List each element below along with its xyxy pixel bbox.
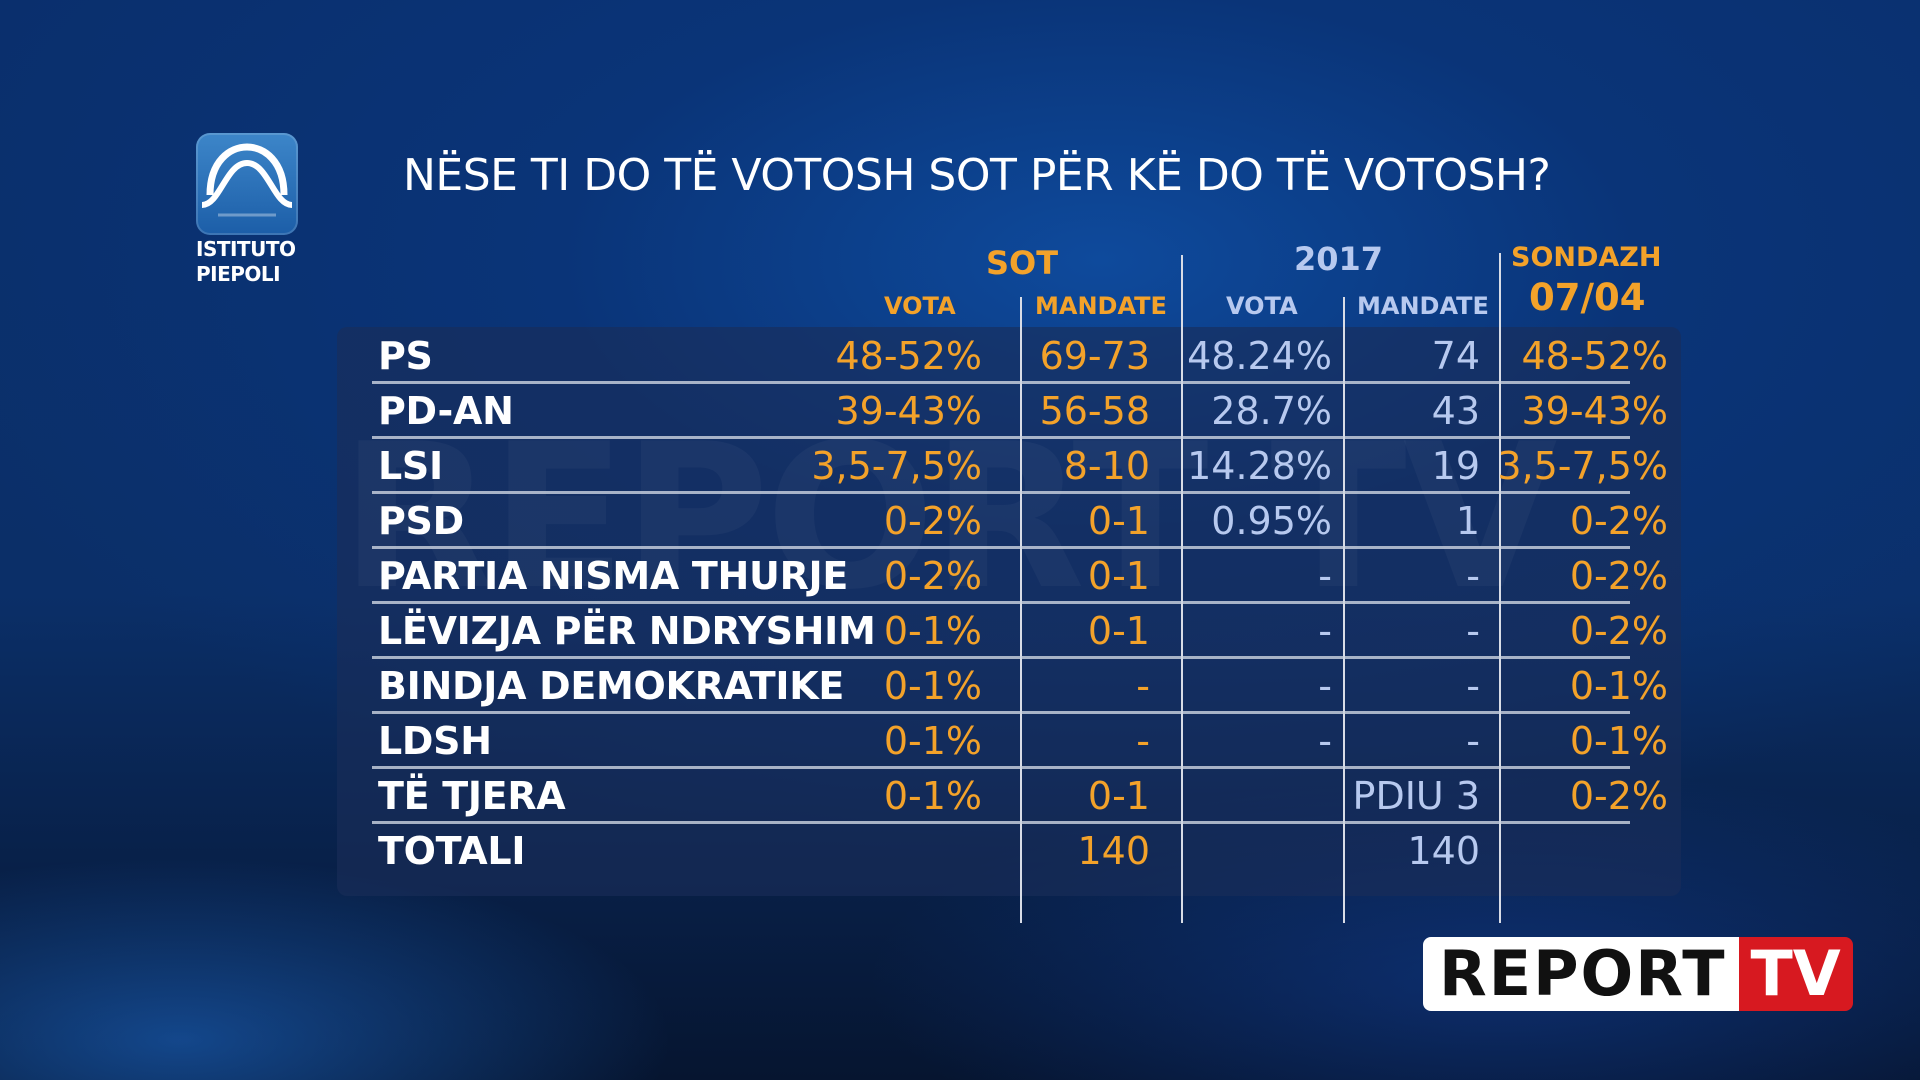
party-name: PS: [378, 334, 433, 378]
divider-vota-mandate-sot: [1020, 297, 1022, 923]
sot-mandate-value: 56-58: [1039, 389, 1150, 433]
sondazh-value: 0-2%: [1569, 554, 1668, 598]
party-name: PD-AN: [378, 389, 514, 433]
report-tv-logo-tv: TV: [1738, 937, 1853, 1011]
mandate-2017-value: -: [1466, 609, 1480, 653]
divider-sot-2017: [1181, 255, 1183, 923]
table-row: BINDJA DEMOKRATIKE 0-1% - - - 0-1%: [0, 659, 1920, 714]
sot-vota-value: 39-43%: [835, 389, 982, 433]
header-vota-2017: VOTA: [1226, 292, 1298, 320]
vota-2017-value: 28.7%: [1211, 389, 1332, 433]
header-mandate-2017: MANDATE: [1357, 292, 1489, 320]
sot-vota-value: 0-1%: [883, 664, 982, 708]
table-row: PARTIA NISMA THURJE 0-2% 0-1 - - 0-2%: [0, 549, 1920, 604]
table-row-total: TOTALI 140 140: [0, 824, 1920, 879]
header-sondazh-date: 07/04: [1529, 276, 1646, 319]
sot-mandate-value: -: [1136, 664, 1150, 708]
logo-text-line2: PIEPOLI: [196, 262, 281, 286]
sot-mandate-value: 0-1: [1087, 499, 1150, 543]
sondazh-value: 0-1%: [1569, 719, 1668, 763]
table-row: PD-AN 39-43% 56-58 28.7% 43 39-43%: [0, 384, 1920, 439]
party-name: LËVIZJA PËR NDRYSHIM: [378, 609, 876, 653]
report-tv-logo: REPORT TV: [1423, 937, 1853, 1011]
table-row: TË TJERA 0-1% 0-1 PDIU 3 0-2%: [0, 769, 1920, 824]
mandate-2017-value: PDIU 3: [1352, 774, 1480, 818]
table-row: PS 48-52% 69-73 48.24% 74 48-52%: [0, 329, 1920, 384]
row-separator: [372, 711, 1630, 714]
report-tv-logo-report: REPORT: [1423, 937, 1739, 1011]
vota-2017-value: 0.95%: [1211, 499, 1332, 543]
table-row: LËVIZJA PËR NDRYSHIM 0-1% 0-1 - - 0-2%: [0, 604, 1920, 659]
party-name: PSD: [378, 499, 464, 543]
sondazh-value: 48-52%: [1521, 334, 1668, 378]
vota-2017-value: 14.28%: [1187, 444, 1332, 488]
divider-vota-mandate-2017: [1343, 297, 1345, 923]
sot-vota-value: 48-52%: [835, 334, 982, 378]
mandate-2017-value: 1: [1455, 499, 1480, 543]
sot-mandate-value: 140: [1077, 829, 1150, 873]
party-name: BINDJA DEMOKRATIKE: [378, 664, 845, 708]
sot-mandate-value: 0-1: [1087, 609, 1150, 653]
sot-vota-value: 0-2%: [883, 499, 982, 543]
logo-text-line1: ISTITUTO: [196, 237, 296, 261]
poll-question-title: NËSE TI DO TË VOTOSH SOT PËR KË DO TË VO…: [403, 150, 1551, 201]
party-name: TË TJERA: [378, 774, 566, 818]
header-group-sot: SOT: [986, 244, 1059, 282]
mandate-2017-value: -: [1466, 719, 1480, 763]
row-separator: [372, 766, 1630, 769]
sondazh-value: 0-2%: [1569, 774, 1668, 818]
piepoli-arc-icon: [196, 133, 298, 235]
mandate-2017-value: 74: [1431, 334, 1480, 378]
mandate-2017-value: 140: [1407, 829, 1480, 873]
vota-2017-value: -: [1318, 554, 1332, 598]
vota-2017-value: -: [1318, 664, 1332, 708]
row-separator: [372, 546, 1630, 549]
table-row: PSD 0-2% 0-1 0.95% 1 0-2%: [0, 494, 1920, 549]
sot-mandate-value: 0-1: [1087, 554, 1150, 598]
sot-vota-value: 0-1%: [883, 609, 982, 653]
sot-mandate-value: 8-10: [1063, 444, 1150, 488]
sot-mandate-value: 0-1: [1087, 774, 1150, 818]
header-vota-sot: VOTA: [884, 292, 956, 320]
sot-mandate-value: 69-73: [1039, 334, 1150, 378]
mandate-2017-value: -: [1466, 554, 1480, 598]
sondazh-value: 3,5-7,5%: [1497, 444, 1668, 488]
row-separator: [372, 436, 1630, 439]
party-name: LSI: [378, 444, 443, 488]
party-name: LDSH: [378, 719, 492, 763]
header-group-sondazh: SONDAZH: [1511, 242, 1662, 273]
header-mandate-sot: MANDATE: [1035, 292, 1167, 320]
mandate-2017-value: 19: [1431, 444, 1480, 488]
row-separator: [372, 656, 1630, 659]
party-name: TOTALI: [378, 829, 526, 873]
vota-2017-value: -: [1318, 609, 1332, 653]
sondazh-value: 0-2%: [1569, 609, 1668, 653]
mandate-2017-value: 43: [1431, 389, 1480, 433]
sot-vota-value: 0-2%: [883, 554, 982, 598]
table-row: LSI 3,5-7,5% 8-10 14.28% 19 3,5-7,5%: [0, 439, 1920, 494]
divider-2017-sondazh: [1499, 253, 1501, 923]
istituto-piepoli-logo: ISTITUTO PIEPOLI: [196, 133, 300, 285]
sot-vota-value: 3,5-7,5%: [811, 444, 982, 488]
row-separator: [372, 381, 1630, 384]
sondazh-value: 39-43%: [1521, 389, 1668, 433]
sondazh-value: 0-2%: [1569, 499, 1668, 543]
vota-2017-value: -: [1318, 719, 1332, 763]
header-group-2017: 2017: [1294, 240, 1384, 278]
sot-vota-value: 0-1%: [883, 774, 982, 818]
party-name: PARTIA NISMA THURJE: [378, 554, 849, 598]
sot-mandate-value: -: [1136, 719, 1150, 763]
table-row: LDSH 0-1% - - - 0-1%: [0, 714, 1920, 769]
mandate-2017-value: -: [1466, 664, 1480, 708]
vota-2017-value: 48.24%: [1187, 334, 1332, 378]
row-separator: [372, 601, 1630, 604]
row-separator: [372, 491, 1630, 494]
row-separator: [372, 821, 1630, 824]
results-table-panel: [337, 327, 1681, 896]
sot-vota-value: 0-1%: [883, 719, 982, 763]
sondazh-value: 0-1%: [1569, 664, 1668, 708]
